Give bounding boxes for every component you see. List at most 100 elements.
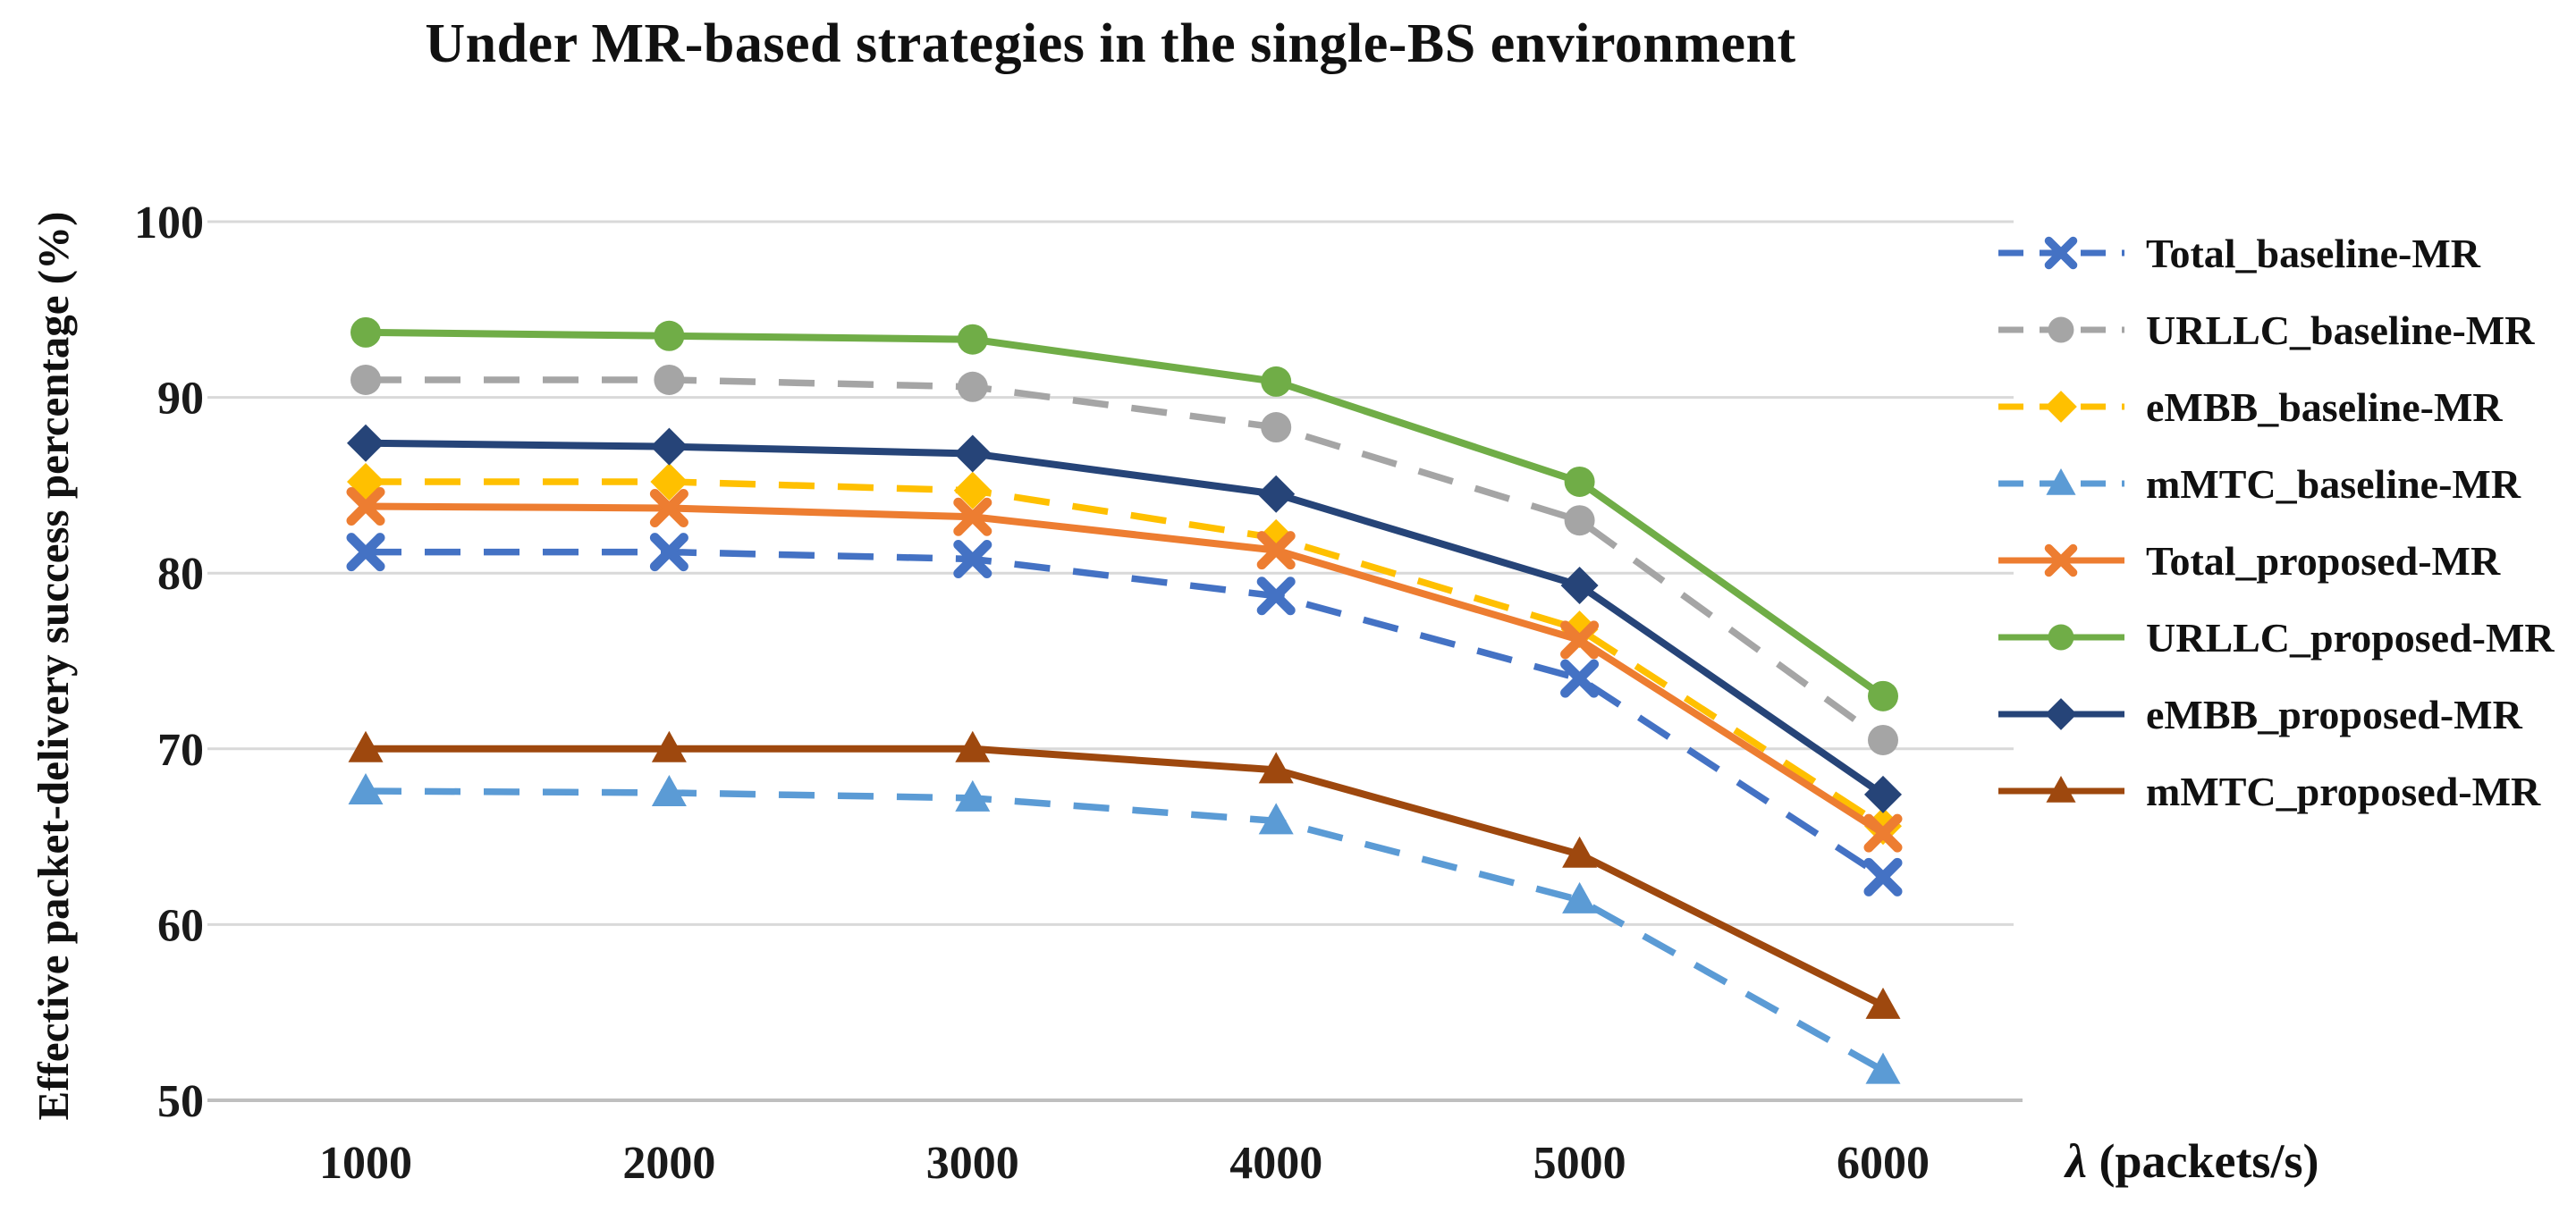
circle-marker <box>654 364 685 395</box>
y-tick-label: 90 <box>157 374 204 425</box>
legend-key-x <box>1998 236 2124 270</box>
triangle-marker <box>1562 881 1598 913</box>
x-tick-label: 1000 <box>319 1138 412 1189</box>
x-tick-label: 6000 <box>1837 1138 1930 1189</box>
series-line <box>366 548 1886 880</box>
circle-marker <box>654 320 685 351</box>
circle-marker <box>2048 624 2074 651</box>
x-tick-labels: 1000 2000 3000 4000 5000 6000 <box>319 1138 1930 1189</box>
legend-key-triangle <box>1998 468 2124 495</box>
diamond-marker <box>2045 698 2077 730</box>
diamond-marker <box>650 462 688 501</box>
legend-label: URLLC_proposed-MR <box>2146 614 2555 661</box>
legend-label: mMTC_proposed-MR <box>2146 768 2541 814</box>
diamond-marker <box>347 424 384 462</box>
series-line <box>366 376 1886 744</box>
x-marker <box>953 539 992 578</box>
y-tick-labels: 50 60 70 80 90 100 <box>134 198 204 1127</box>
diamond-marker <box>953 471 992 509</box>
triangle-marker <box>2046 776 2076 803</box>
triangle-marker <box>1258 803 1294 835</box>
legend-item-eMBB_proposed-MR: eMBB_proposed-MR <box>1997 676 2576 753</box>
circle-marker <box>2048 316 2074 343</box>
series-mMTC_baseline-MR <box>348 772 1901 1084</box>
diamond-marker <box>1864 775 1902 813</box>
y-tick-label: 70 <box>157 725 204 776</box>
series-line <box>365 439 1886 798</box>
x-tick-label: 2000 <box>622 1138 715 1189</box>
legend-label: Total_baseline-MR <box>2146 230 2480 276</box>
series-line <box>365 328 1886 700</box>
legend-item-mMTC_baseline-MR: mMTC_baseline-MR <box>1997 445 2576 522</box>
triangle-marker <box>651 774 687 806</box>
y-tick-label: 60 <box>157 900 204 951</box>
legend-item-URLLC_baseline-MR: URLLC_baseline-MR <box>1997 291 2576 368</box>
circle-marker <box>957 371 988 402</box>
x-marker <box>346 533 385 572</box>
series-line <box>366 478 1886 829</box>
legend-key-x <box>1998 543 2124 577</box>
legend-item-Total_baseline-MR: Total_baseline-MR <box>1997 215 2576 291</box>
x-marker <box>953 497 992 536</box>
legend-item-eMBB_baseline-MR: eMBB_baseline-MR <box>1997 368 2576 445</box>
legend-label: Total_proposed-MR <box>2146 537 2501 584</box>
triangle-marker <box>955 730 991 762</box>
legend-label: mMTC_baseline-MR <box>2146 460 2521 507</box>
legend-label: URLLC_baseline-MR <box>2146 307 2535 353</box>
circle-marker <box>1261 412 1292 443</box>
series-Total_baseline-MR <box>346 533 1903 896</box>
x-marker <box>1863 857 1903 896</box>
triangle-marker <box>348 772 384 804</box>
diamond-marker <box>1257 475 1296 513</box>
diamond-marker <box>650 427 688 466</box>
diamond-marker <box>1864 807 1902 846</box>
legend-key-circle <box>1998 316 2124 343</box>
series-mMTC_proposed-MR <box>348 730 1901 1019</box>
triangle-marker <box>651 730 687 762</box>
y-tick-label: 100 <box>134 198 204 248</box>
x-marker <box>2044 543 2078 577</box>
series-line <box>365 787 1885 1073</box>
triangle-marker <box>1865 987 1901 1019</box>
x-marker <box>2044 236 2078 270</box>
circle-marker <box>1261 366 1292 397</box>
legend-key-triangle <box>1998 776 2124 803</box>
triangle-marker <box>1865 1052 1901 1084</box>
legend-key-diamond <box>1998 698 2124 730</box>
circle-marker <box>1564 505 1595 536</box>
circle-marker <box>1564 466 1595 497</box>
circle-marker <box>1868 680 1898 711</box>
legend-item-URLLC_proposed-MR: URLLC_proposed-MR <box>1997 599 2576 676</box>
y-tick-label: 80 <box>157 549 204 600</box>
series-eMBB_baseline-MR <box>347 462 1902 846</box>
diamond-marker <box>2045 391 2077 423</box>
legend: Total_baseline-MR URLLC_baseline-MR eMBB_b… <box>1997 215 2576 829</box>
y-tick-label: 50 <box>157 1076 204 1127</box>
series-URLLC_baseline-MR <box>351 364 1898 755</box>
x-tick-label: 3000 <box>926 1138 1019 1189</box>
x-marker <box>346 486 385 526</box>
x-marker <box>1256 577 1296 616</box>
x-marker <box>1560 659 1600 698</box>
x-marker <box>1863 813 1903 853</box>
legend-label: eMBB_proposed-MR <box>2146 691 2522 737</box>
x-marker <box>1256 531 1296 570</box>
series-Total_proposed-MR <box>346 486 1903 853</box>
series-URLLC_proposed-MR <box>351 316 1898 711</box>
legend-label: eMBB_baseline-MR <box>2146 383 2503 430</box>
chart-title: Under MR-based strategies in the single-… <box>425 13 1796 74</box>
triangle-marker <box>1258 752 1294 784</box>
x-marker <box>649 533 688 572</box>
x-tick-label: 5000 <box>1533 1138 1626 1189</box>
circle-marker <box>351 316 381 348</box>
x-tick-label: 4000 <box>1229 1138 1322 1189</box>
diamond-marker <box>1560 566 1599 604</box>
x-marker <box>1560 620 1600 660</box>
gridlines <box>207 220 2023 1102</box>
x-marker <box>649 488 688 527</box>
triangle-marker <box>348 730 384 762</box>
legend-key-diamond <box>1998 391 2124 423</box>
circle-marker <box>1868 724 1898 755</box>
series-line <box>365 502 1886 837</box>
